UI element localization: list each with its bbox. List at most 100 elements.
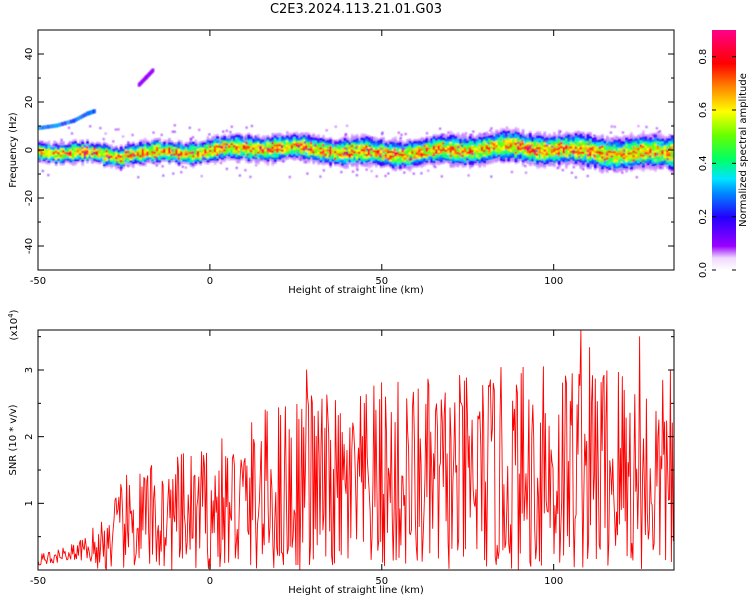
heat-cell [324,157,328,161]
heat-cell [666,149,669,152]
heat-cell [362,155,366,159]
heat-cell [555,147,559,151]
heat-cell [562,142,566,145]
heat-cell [490,137,494,141]
heat-cell [661,155,665,159]
heat-cell [127,158,130,162]
heat-cell [591,141,595,145]
heat-cell [271,141,275,145]
heat-cell [124,154,128,158]
heat-cell [366,148,369,151]
heat-cell [627,160,631,164]
heat-cell [572,145,575,148]
heat-cell [283,156,287,160]
heat-cell [439,142,443,145]
heat-cell [40,143,44,147]
heat-cell [259,156,263,160]
heat-cell [196,150,200,154]
heat-cell [163,139,166,143]
heat-cell [449,136,453,140]
heat-cell [148,143,152,147]
heat-cell [93,143,97,146]
heat-cell [299,158,302,162]
heat-cell [603,140,607,144]
heat-cell [386,161,390,165]
heat-cell [408,160,412,164]
y-tick-label: 3 [24,367,35,373]
heat-cell [490,139,494,143]
heat-cell [41,169,44,173]
heat-cell [105,155,109,158]
heat-cell [350,135,354,139]
heat-cell [348,161,352,165]
heat-cell [572,162,575,166]
heat-cell [362,148,366,152]
heat-cell [646,136,650,140]
heat-cell [52,145,56,148]
heat-cell [216,155,219,159]
heat-cell [435,151,438,154]
heat-cell [188,141,191,145]
heat-cell [254,139,258,143]
heat-cell [666,140,669,144]
heat-cell [230,142,234,146]
heat-cell [329,156,332,160]
heat-cell [245,126,248,129]
heat-cell [74,160,77,164]
heat-cell [247,160,251,164]
heat-cell [300,156,303,159]
heat-cell [107,164,111,167]
heat-cell [199,158,202,162]
heat-cell [54,154,58,158]
heat-cell [454,138,458,142]
heat-cell [146,144,150,148]
heat-cell [131,163,135,166]
heat-cell [396,140,400,144]
heat-cell [478,152,482,155]
heat-cell [504,157,508,161]
heat-cell [439,135,443,139]
heat-cell [560,137,563,140]
heat-cell [247,156,251,160]
heat-cell [348,152,352,156]
heat-cell [389,146,393,149]
heat-cell [507,156,511,160]
heat-cell [591,139,595,143]
heat-cell [225,140,229,144]
heat-cell [382,164,385,168]
heat-cell [235,139,239,142]
heat-cell [415,143,419,147]
heat-cell [341,162,344,166]
heat-cell [278,148,282,151]
heat-cell [95,152,99,156]
heat-cell [526,155,530,158]
heat-cell [370,169,373,173]
heat-cell [490,143,494,147]
heat-cell [593,150,597,154]
heat-cell [666,162,669,165]
heat-cell [146,160,150,163]
heat-cell [276,139,279,143]
heat-cell [543,146,547,150]
heat-cell [476,136,479,140]
heat-cell [52,157,56,161]
heat-cell [95,148,99,151]
heat-cell [52,160,56,163]
heat-cell [343,135,347,139]
heat-cell [601,145,604,148]
heat-cell [504,150,508,154]
heat-cell [654,158,657,162]
heat-cell [285,148,289,152]
heat-cell [206,155,210,158]
heat-cell [240,151,243,154]
heat-cell [283,152,287,156]
heat-cell [598,167,602,171]
heat-cell [206,135,210,139]
heat-cell [584,161,588,165]
heat-cell [427,153,431,156]
heat-cell [533,139,537,143]
heat-cell [538,144,542,147]
heat-cell [557,162,561,165]
heat-cell [160,152,164,156]
heat-cell [360,133,364,136]
